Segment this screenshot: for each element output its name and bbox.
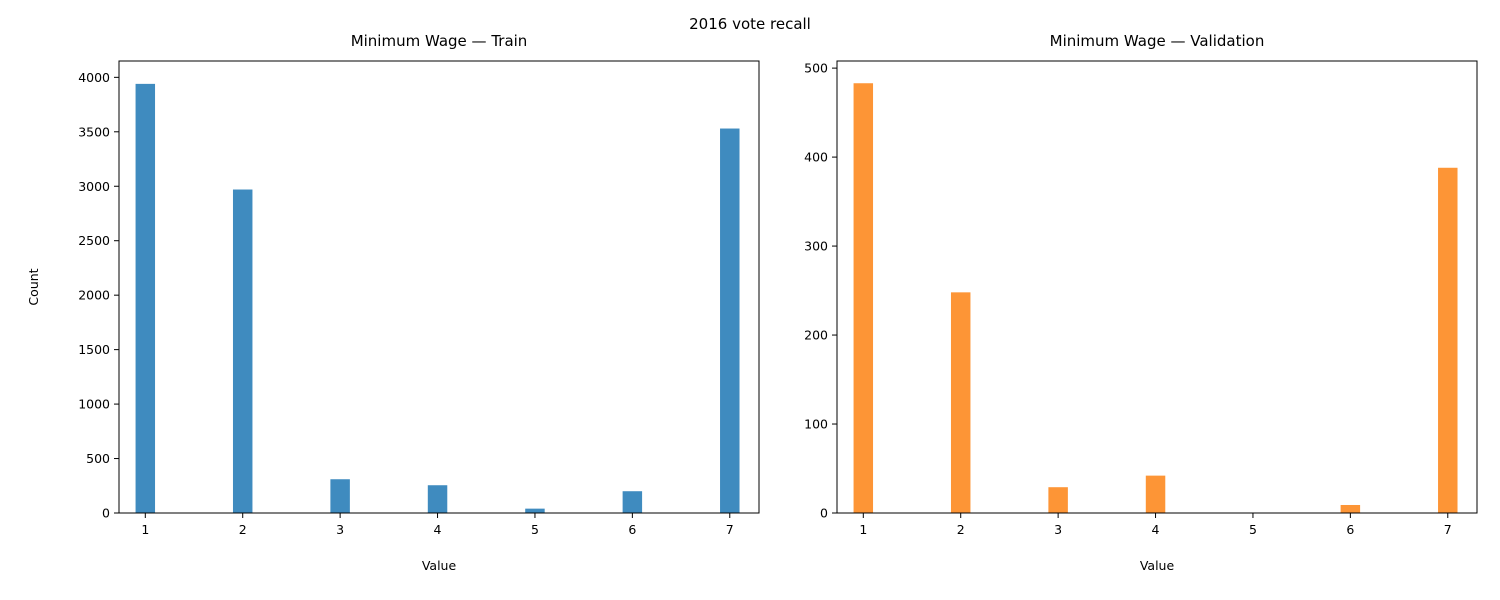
figure-suptitle: 2016 vote recall xyxy=(689,15,811,33)
train-x-tick-label: 7 xyxy=(726,522,734,537)
validation-x-tick-label: 4 xyxy=(1152,522,1160,537)
train-y-tick-label: 3500 xyxy=(78,124,110,139)
train-y-axis-ticks: 0 500 1000 1500 2000 2500 3000 3500 4000 xyxy=(78,70,119,521)
validation-y-tick-label: 500 xyxy=(804,61,828,76)
train-bar-2 xyxy=(232,189,253,513)
train-x-tick-label: 5 xyxy=(531,522,539,537)
validation-histogram-panel: Minimum Wage — Validation 0 100 200 300 400 5… xyxy=(804,32,1478,573)
validation-bars xyxy=(853,83,1458,514)
train-x-tick-label: 1 xyxy=(141,522,149,537)
train-y-tick-label: 2000 xyxy=(78,288,110,303)
validation-bar-7 xyxy=(1438,167,1458,513)
validation-y-tick-label: 0 xyxy=(820,506,828,521)
train-y-tick-label: 2500 xyxy=(78,233,110,248)
validation-y-tick-label: 300 xyxy=(804,239,828,254)
validation-x-tick-label: 7 xyxy=(1444,522,1452,537)
validation-x-tick-label: 3 xyxy=(1054,522,1062,537)
validation-y-tick-label: 400 xyxy=(804,150,828,165)
validation-x-tick-label: 6 xyxy=(1346,522,1354,537)
train-bar-3 xyxy=(330,479,350,513)
train-bar-1 xyxy=(135,83,156,514)
train-x-axis-ticks: 1 2 3 4 5 6 7 xyxy=(141,513,734,537)
validation-chart-title: Minimum Wage — Validation xyxy=(1050,32,1265,50)
validation-bar-6 xyxy=(1340,504,1361,513)
train-bar-4 xyxy=(427,485,448,513)
train-y-tick-label: 4000 xyxy=(78,70,110,85)
train-y-tick-label: 1000 xyxy=(78,397,110,412)
train-y-axis-label: Count xyxy=(26,268,41,305)
validation-x-tick-label: 1 xyxy=(859,522,867,537)
validation-bar-3 xyxy=(1048,487,1068,513)
train-histogram-panel: Minimum Wage — Train 0500100015002000250… xyxy=(26,32,760,573)
train-bars xyxy=(135,83,740,514)
train-y-tick-label: 0 xyxy=(102,506,110,521)
validation-bar-4 xyxy=(1145,475,1166,513)
train-x-axis-label: Value xyxy=(422,558,457,573)
train-bar-6 xyxy=(622,491,643,513)
train-x-tick-label: 6 xyxy=(628,522,636,537)
train-x-tick-label: 3 xyxy=(336,522,344,537)
train-chart-title: Minimum Wage — Train xyxy=(351,32,528,50)
train-bar-7 xyxy=(720,128,740,513)
train-x-tick-label: 2 xyxy=(239,522,247,537)
train-y-tick-label: 500 xyxy=(86,451,110,466)
validation-plot-frame xyxy=(836,60,1478,514)
validation-x-tick-label: 5 xyxy=(1249,522,1257,537)
validation-y-tick-label: 100 xyxy=(804,417,828,432)
train-y-tick-label: 3000 xyxy=(78,179,110,194)
train-plot-frame xyxy=(118,60,760,514)
validation-x-tick-label: 2 xyxy=(957,522,965,537)
validation-y-tick-label: 200 xyxy=(804,328,828,343)
validation-bar-1 xyxy=(853,83,874,514)
validation-x-axis-label: Value xyxy=(1140,558,1175,573)
train-y-tick-label: 1500 xyxy=(78,342,110,357)
train-bar-5 xyxy=(525,508,545,513)
validation-x-axis-ticks: 1 2 3 4 5 6 7 xyxy=(859,513,1452,537)
train-x-tick-label: 4 xyxy=(434,522,442,537)
validation-bar-2 xyxy=(950,292,971,513)
validation-y-axis-ticks: 0 100 200 300 400 500 xyxy=(804,61,837,521)
